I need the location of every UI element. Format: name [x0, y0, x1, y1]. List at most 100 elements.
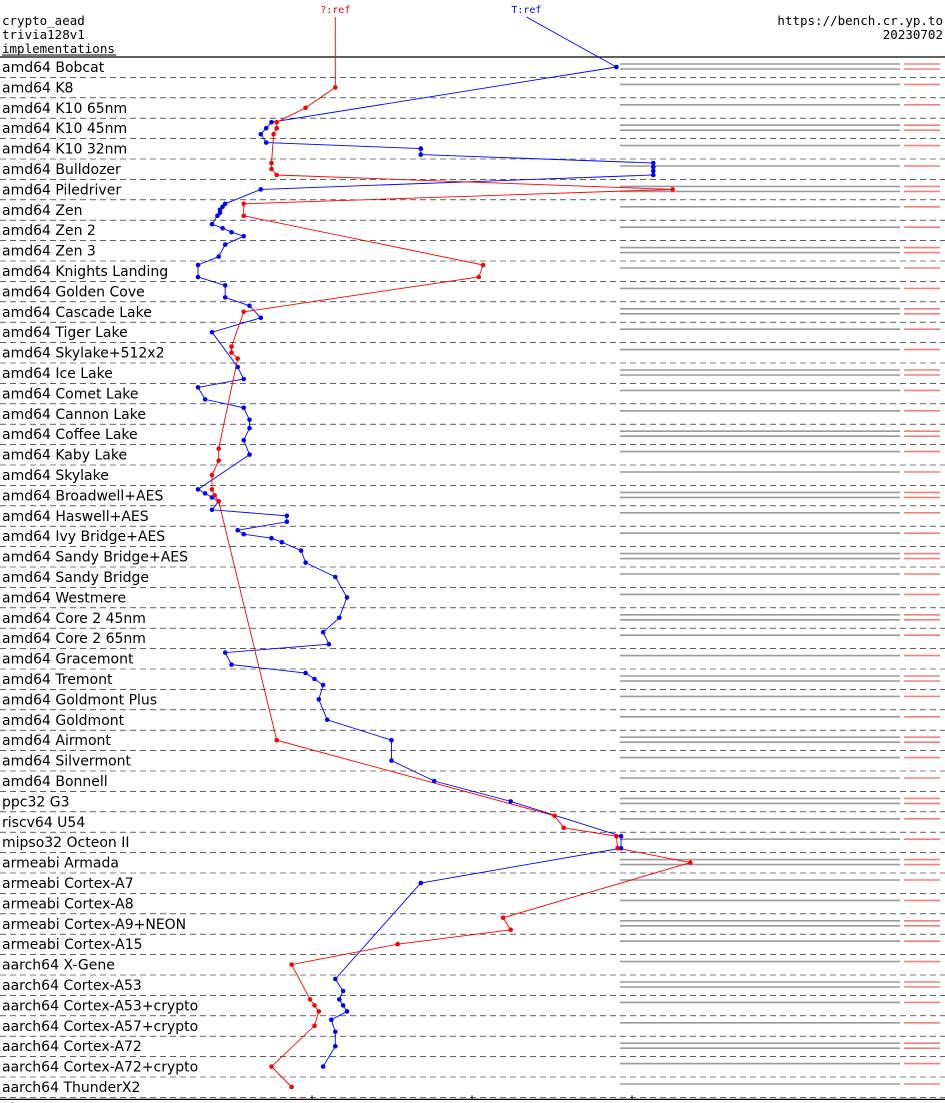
category-label: amd64 Westmere	[2, 590, 126, 606]
header-date: 20230702	[883, 27, 943, 42]
category-label: amd64 Sandy Bridge	[2, 570, 149, 586]
header-implementations: implementations	[2, 41, 115, 56]
data-point	[337, 997, 342, 1002]
category-label: amd64 Zen	[2, 203, 82, 219]
category-label: amd64 Airmont	[2, 733, 111, 749]
category-label: amd64 Core 2 65nm	[2, 631, 146, 647]
category-label: aarch64 Cortex-A53	[2, 978, 142, 994]
data-point	[500, 915, 506, 921]
category-label: aarch64 X-Gene	[2, 958, 115, 974]
data-point	[269, 166, 274, 172]
category-label: amd64 Skylake	[2, 468, 109, 484]
category-label: riscv64 U54	[2, 815, 85, 831]
data-point	[329, 1017, 334, 1023]
header-site: https://bench.cr.yp.to	[777, 13, 943, 28]
data-point	[651, 172, 656, 178]
data-point	[222, 201, 228, 207]
data-point	[215, 213, 220, 219]
data-point	[195, 385, 201, 390]
data-point	[476, 274, 482, 280]
data-point	[209, 221, 215, 227]
data-point	[333, 85, 338, 90]
data-point	[212, 493, 217, 498]
data-point	[247, 303, 252, 309]
data-point	[216, 499, 221, 504]
data-point	[241, 405, 246, 411]
data-point	[508, 799, 513, 804]
category-label: amd64 Ivy Bridge+AES	[2, 529, 165, 545]
data-point	[274, 737, 280, 743]
category-label: aarch64 Cortex-A72	[2, 1039, 142, 1055]
category-label: amd64 Zen 2	[2, 223, 96, 239]
data-point	[216, 458, 221, 463]
data-point	[389, 737, 394, 743]
x-tick-label: 524288	[445, 1101, 498, 1103]
data-point	[209, 487, 215, 492]
category-label: amd64 Bulldozer	[2, 162, 121, 178]
data-point	[340, 1003, 346, 1008]
category-label: amd64 Tiger Lake	[2, 325, 128, 341]
data-point	[241, 437, 246, 443]
category-label: armeabi Cortex-A9+NEON	[2, 917, 186, 933]
data-point	[247, 452, 252, 457]
data-point	[289, 1084, 294, 1090]
data-point	[320, 682, 326, 688]
category-label: aarch64 Cortex-A57+crypto	[2, 1019, 198, 1035]
series-label: T:ref	[511, 5, 541, 16]
data-point	[508, 927, 513, 933]
category-label: aarch64 ThunderX2	[2, 1080, 140, 1096]
data-point	[431, 778, 437, 784]
data-point	[389, 758, 394, 763]
category-label: amd64 K10 65nm	[2, 101, 127, 117]
data-point	[312, 1023, 317, 1029]
data-point	[651, 164, 656, 170]
data-point	[561, 825, 566, 831]
category-label: amd64 Bonnell	[2, 774, 108, 790]
data-point	[258, 131, 264, 137]
data-point	[229, 344, 234, 349]
category-label: amd64 Core 2 45nm	[2, 611, 146, 627]
data-point	[235, 527, 240, 533]
x-axis: Time 262144 524288 1048576	[0, 1095, 945, 1103]
data-point	[247, 417, 252, 423]
data-point	[222, 650, 228, 655]
series-lead-line	[526, 16, 617, 68]
data-point	[222, 295, 228, 300]
data-point	[316, 697, 322, 702]
data-point	[269, 119, 274, 125]
data-point	[312, 1003, 317, 1008]
category-label: amd64 Zen 3	[2, 244, 96, 260]
data-point	[279, 539, 285, 545]
data-point	[333, 1043, 338, 1049]
data-point	[316, 1009, 322, 1014]
data-point	[202, 397, 208, 402]
data-point	[614, 833, 619, 839]
data-point	[418, 146, 424, 151]
data-point	[202, 491, 208, 496]
category-label: armeabi Cortex-A15	[2, 937, 143, 953]
data-point	[651, 160, 656, 166]
data-point	[241, 531, 246, 537]
series-label: ?:ref	[320, 5, 350, 16]
data-point	[269, 160, 274, 166]
category-label: amd64 Piledriver	[2, 182, 121, 198]
data-point	[552, 813, 557, 819]
category-label: armeabi Cortex-A8	[2, 896, 134, 912]
data-point	[688, 860, 693, 865]
category-label: amd64 Cascade Lake	[2, 305, 152, 321]
data-point	[418, 152, 424, 157]
category-label: amd64 Tremont	[2, 672, 113, 688]
data-point	[395, 941, 401, 947]
category-label: amd64 Kaby Lake	[2, 448, 127, 464]
category-label: amd64 Ice Lake	[2, 366, 113, 382]
x-tick-label: 262144	[285, 1101, 339, 1103]
category-label: amd64 K10 32nm	[2, 142, 127, 158]
data-point	[303, 560, 308, 565]
data-point	[263, 125, 269, 131]
data-point	[229, 662, 234, 667]
header-primitive: crypto_aead	[2, 13, 85, 28]
data-point	[618, 845, 624, 851]
data-point	[220, 225, 225, 231]
